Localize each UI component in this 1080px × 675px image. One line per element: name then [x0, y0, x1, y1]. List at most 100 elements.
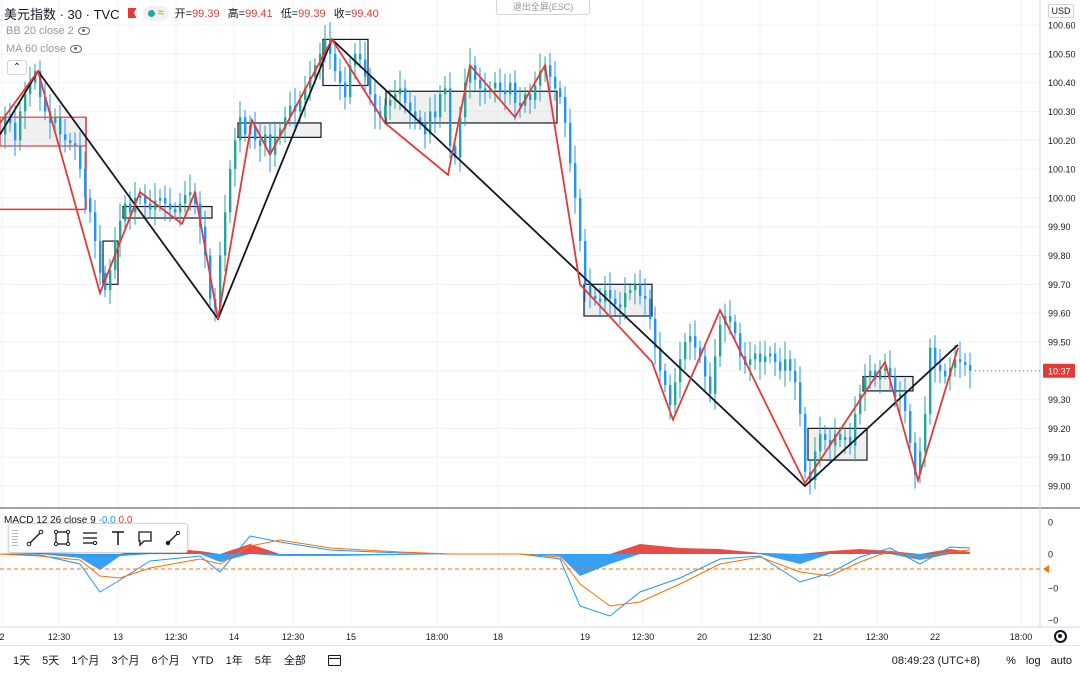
candle-body: [269, 134, 272, 155]
clock-timezone[interactable]: 08:49:23 (UTC+8): [891, 655, 981, 667]
candle-body: [74, 143, 77, 147]
text-tool[interactable]: [104, 524, 132, 552]
market-open-dot-icon: [147, 9, 155, 17]
range-all-button[interactable]: 全部: [283, 654, 306, 667]
candle-body: [189, 192, 192, 195]
parallel-channel-icon: [83, 532, 98, 546]
indicator-ma[interactable]: MA 60 close: [6, 43, 82, 55]
collapse-indicators-button[interactable]: ⌃: [7, 60, 27, 75]
hidden-eye-icon[interactable]: [69, 45, 82, 53]
indicator-bb[interactable]: BB 20 close 2: [6, 25, 90, 37]
candle-body: [479, 79, 482, 89]
candle-body: [734, 321, 737, 334]
callout-tool[interactable]: [132, 524, 160, 552]
ohlc-close-label: 收=: [333, 8, 352, 20]
time-tick-label: 12:30: [282, 632, 305, 642]
candle-body: [694, 336, 697, 348]
indicator-ma-label[interactable]: MA 60 close: [6, 43, 66, 55]
range-5d-button[interactable]: 5天: [42, 654, 60, 667]
price-tick-label: 99.10: [1048, 453, 1071, 463]
signal-line: [0, 539, 971, 607]
range-ytd-button[interactable]: YTD: [191, 654, 214, 667]
brush-tool[interactable]: [159, 524, 187, 552]
time-tick-label: 18: [493, 632, 503, 642]
price-tick-label: 100.30: [1048, 107, 1076, 117]
indicator-bb-label[interactable]: BB 20 close 2: [6, 25, 74, 37]
candle-body: [24, 94, 27, 112]
candle-body: [44, 97, 47, 112]
candle-body: [834, 434, 837, 446]
rectangle-tool[interactable]: [49, 524, 77, 552]
zigzag-red-line: [0, 37, 959, 485]
time-axis: 2 12:30 13 12:30 14 12:30 15 18:00 18 19 12:30 20 12…: [0, 632, 1032, 642]
range-5y-button[interactable]: 5年: [254, 654, 272, 667]
candle-body: [629, 290, 632, 293]
symbol-legend: 美元指数 · 30 · TVC ≈ 开=99.39 高=99.41 低=99.3…: [4, 4, 384, 22]
candle-body: [254, 125, 257, 141]
range-1d-button[interactable]: 1天: [13, 654, 31, 667]
candle-body: [414, 111, 417, 118]
candle-body: [509, 82, 512, 95]
macd-legend[interactable]: MACD 12 26 close 9 -0.0 0.0: [4, 515, 132, 526]
range-1y-button[interactable]: 1年: [225, 654, 243, 667]
candle-body: [689, 336, 692, 342]
auto-scale-toggle[interactable]: auto: [1050, 655, 1072, 667]
candle-body: [289, 105, 292, 118]
candle-body: [69, 140, 72, 144]
candle-body: [309, 76, 312, 89]
price-tick-label: 99.20: [1048, 424, 1071, 434]
range-1m-button[interactable]: 1个月: [71, 654, 100, 667]
candle-body: [434, 111, 437, 118]
range-6m-button[interactable]: 6个月: [151, 654, 180, 667]
delayed-data-icon: ≈: [157, 7, 164, 19]
candle-body: [119, 220, 122, 242]
candle-body: [829, 439, 832, 446]
candle-body: [769, 353, 772, 357]
parallel-channel-tool[interactable]: [76, 524, 104, 552]
candle-body: [929, 347, 932, 414]
candle-body: [144, 194, 147, 204]
candle-body: [559, 88, 562, 98]
ohlc-low-label: 低=: [280, 8, 299, 20]
currency-label[interactable]: USD: [1048, 4, 1074, 18]
log-scale-toggle[interactable]: log: [1025, 655, 1041, 667]
exit-fullscreen-button[interactable]: 退出全屏(ESC): [496, 0, 590, 15]
rectangle-drawing: [0, 116, 87, 147]
candle-body: [514, 82, 517, 103]
macd-label[interactable]: MACD 12 26 close 9: [4, 515, 96, 526]
flag-icon[interactable]: [127, 8, 137, 18]
text-icon: [111, 531, 124, 545]
market-status-pill[interactable]: ≈: [142, 5, 169, 21]
candle-body: [284, 117, 287, 129]
macd-histogram-positive: [0, 544, 970, 554]
candle-body: [819, 434, 822, 452]
drag-handle-icon[interactable]: [12, 530, 18, 546]
candle-body: [634, 284, 637, 291]
candle-body: [759, 353, 762, 363]
price-tick-label: 100.00: [1048, 193, 1076, 203]
percent-scale-toggle[interactable]: %: [1006, 655, 1016, 667]
price-tick-label: 99.80: [1048, 251, 1071, 261]
trend-line-tool[interactable]: [21, 524, 49, 552]
macd-level-marker: [1043, 565, 1049, 573]
candle-body: [789, 359, 792, 371]
candle-body: [429, 111, 432, 135]
candle-body: [864, 376, 867, 394]
macd-tick-label: 0: [1048, 518, 1053, 528]
price-tick-label: 100.50: [1048, 49, 1076, 59]
candle-body: [534, 85, 537, 100]
hidden-eye-icon[interactable]: [77, 27, 90, 35]
candle-body: [469, 65, 472, 83]
symbol-title[interactable]: 美元指数 · 30 · TVC: [4, 6, 120, 22]
candle-body: [174, 209, 177, 213]
candle-body: [709, 376, 712, 394]
candle-body: [234, 140, 237, 170]
candle-body: [374, 94, 377, 112]
range-3m-button[interactable]: 3个月: [111, 654, 140, 667]
chart-settings-button[interactable]: [1040, 627, 1080, 645]
candle-body: [824, 434, 827, 440]
candle-body: [404, 88, 407, 103]
calendar-goto-icon[interactable]: [327, 655, 341, 666]
